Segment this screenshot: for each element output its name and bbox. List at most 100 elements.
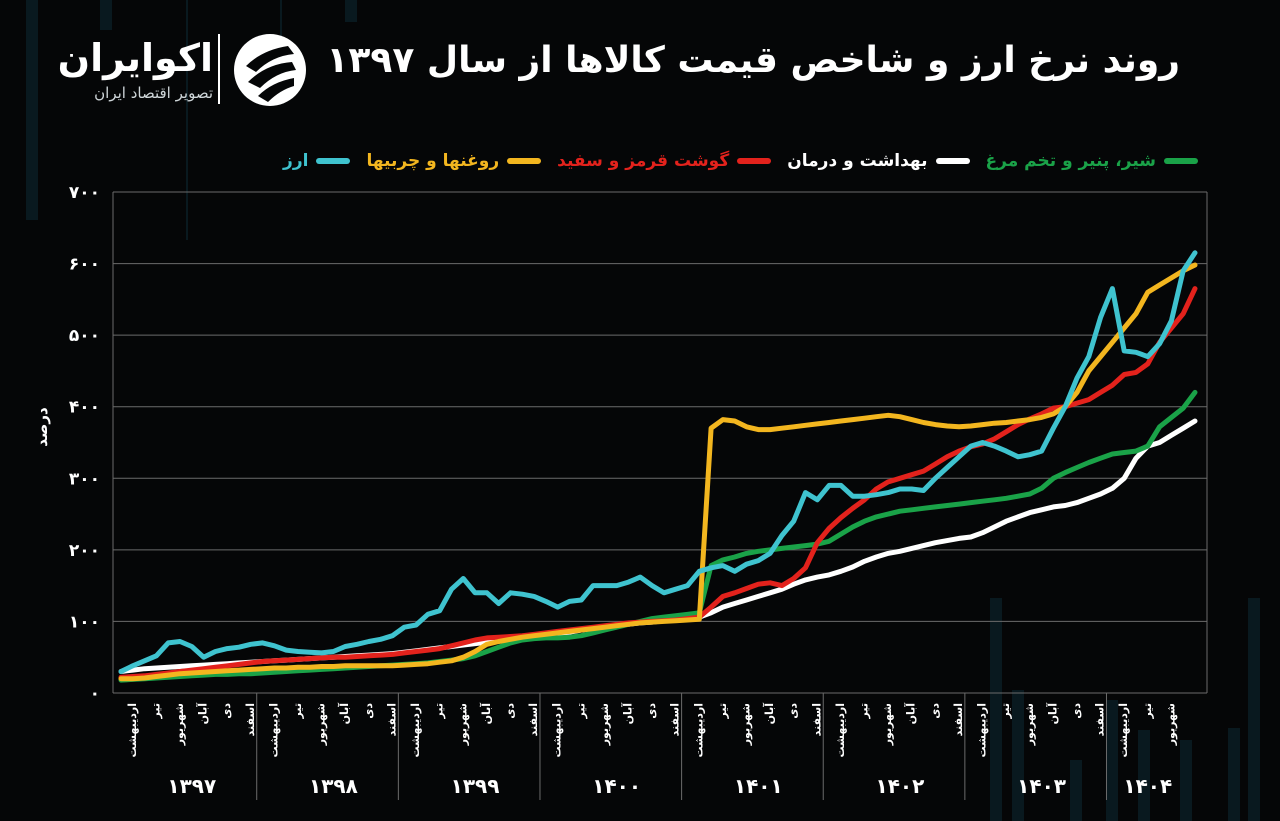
legend-label: روغنها و چربیها xyxy=(366,151,500,171)
chart-title: روند نرخ ارز و شاخص قیمت کالاها از سال ۱… xyxy=(326,40,1180,81)
bg-decor-bar xyxy=(26,0,38,220)
x-month-label: شهریور xyxy=(881,703,894,746)
x-month-label: تیر xyxy=(1141,703,1154,719)
legend-swatch xyxy=(507,158,542,164)
legend-swatch xyxy=(1164,158,1198,164)
x-month-label: شهریور xyxy=(456,703,469,746)
legend-label: گوشت قرمز و سفید xyxy=(557,151,730,171)
x-month-label: شهریور xyxy=(598,703,611,746)
x-month-label: اردیبهشت xyxy=(551,703,564,757)
x-month-label: دی xyxy=(362,703,375,719)
x-month-label: آبان xyxy=(620,703,634,725)
legend-item-roghan: روغنها و چربیها xyxy=(366,151,542,171)
x-month-label: اسفند xyxy=(244,703,257,736)
bg-decor-bar xyxy=(1248,598,1260,821)
x-month-label: تیر xyxy=(999,703,1012,719)
x-month-label: تیر xyxy=(858,703,871,719)
brand-tagline: تصویر اقتصاد ایران xyxy=(94,84,213,102)
x-year-label: ۱۳۹۸ xyxy=(309,774,358,798)
x-month-label: آبان xyxy=(337,703,351,725)
legend-swatch xyxy=(737,158,772,164)
bg-decor-bar xyxy=(1012,690,1024,821)
x-year-label: ۱۴۰۱ xyxy=(734,774,783,798)
x-month-label: آبان xyxy=(196,703,210,725)
x-month-label: اردیبهشت xyxy=(1117,703,1130,757)
legend-item-gosht: گوشت قرمز و سفید xyxy=(557,151,772,171)
y-tick-label: ۵۰۰ xyxy=(69,326,100,346)
x-month-label: شهریور xyxy=(1164,703,1177,746)
y-tick-label: ۱۰۰ xyxy=(69,612,100,632)
x-month-label: اسفند xyxy=(669,703,682,736)
x-month-label: آبان xyxy=(479,703,493,725)
x-year-label: ۱۴۰۲ xyxy=(876,774,925,798)
x-month-label: آبان xyxy=(904,703,918,725)
x-month-label: دی xyxy=(220,703,233,719)
x-month-label: اسفند xyxy=(1094,703,1107,736)
chart-legend: ارز روغنها و چربیها گوشت قرمز و سفید بهد… xyxy=(283,146,1198,176)
y-tick-label: ۴۰۰ xyxy=(69,398,100,418)
bg-decor-bar xyxy=(100,0,112,30)
ecoiran-logo-icon xyxy=(234,34,306,106)
x-year-label: ۱۴۰۴ xyxy=(1123,774,1172,798)
x-month-label: اسفند xyxy=(952,703,965,736)
legend-item-behdasht: بهداشت و درمان xyxy=(787,151,970,171)
series-line xyxy=(118,262,1198,682)
x-month-label: اردیبهشت xyxy=(126,703,139,757)
bg-decor-line xyxy=(186,0,188,240)
x-month-label: اردیبهشت xyxy=(692,703,705,757)
x-month-label: تیر xyxy=(716,703,729,719)
y-tick-label: ۷۰۰ xyxy=(69,183,100,203)
x-month-label: اسفند xyxy=(385,703,398,736)
y-tick-label: ۲۰۰ xyxy=(69,541,100,561)
y-tick-label: ۳۰۰ xyxy=(69,469,100,489)
bg-decor-bar xyxy=(1106,700,1118,821)
x-month-label: دی xyxy=(928,703,941,719)
legend-label: بهداشت و درمان xyxy=(787,151,928,171)
x-month-label: دی xyxy=(787,703,800,719)
x-month-label: اسفند xyxy=(527,703,540,736)
series-line xyxy=(118,286,1198,680)
x-month-label: اردیبهشت xyxy=(976,703,989,757)
brand-logo-block: اکوایران تصویر اقتصاد ایران xyxy=(48,30,318,110)
x-month-label: تیر xyxy=(149,703,162,719)
series-line xyxy=(118,418,1198,674)
x-month-label: تیر xyxy=(291,703,304,719)
brand-divider xyxy=(218,34,220,104)
x-month-label: شهریور xyxy=(173,703,186,746)
x-month-label: دی xyxy=(645,703,658,719)
bg-decor-bar xyxy=(1180,740,1192,821)
x-month-label: آبان xyxy=(762,703,776,725)
x-month-label: اسفند xyxy=(810,703,823,736)
bg-decor-bar xyxy=(1138,730,1150,821)
legend-swatch xyxy=(316,158,351,164)
x-month-label: شهریور xyxy=(1023,703,1036,746)
x-month-label: اردیبهشت xyxy=(834,703,847,757)
x-month-label: دی xyxy=(1070,703,1083,719)
legend-item-shir: شیر، پنیر و تخم مرغ xyxy=(986,151,1198,171)
legend-label: ارز xyxy=(283,151,309,171)
brand-name: اکوایران xyxy=(57,36,213,80)
x-year-label: ۱۳۹۹ xyxy=(451,774,500,798)
x-month-label: تیر xyxy=(574,703,587,719)
x-month-label: اردیبهشت xyxy=(267,703,280,757)
x-month-label: آبان xyxy=(1045,703,1059,725)
legend-label: شیر، پنیر و تخم مرغ xyxy=(985,151,1156,171)
x-month-label: تیر xyxy=(433,703,446,719)
x-month-label: شهریور xyxy=(740,703,753,746)
x-year-label: ۱۳۹۷ xyxy=(167,774,216,798)
y-tick-label: ۶۰۰ xyxy=(69,255,100,275)
x-month-label: اردیبهشت xyxy=(409,703,422,757)
y-tick-label: ۰ xyxy=(90,684,100,704)
x-year-label: ۱۴۰۰ xyxy=(592,774,641,798)
bg-decor-bar xyxy=(345,0,357,22)
series-line xyxy=(118,250,1198,674)
bg-decor-bar xyxy=(990,598,1002,821)
bg-decor-bar xyxy=(1070,760,1082,821)
series-line xyxy=(118,389,1198,683)
x-month-label: دی xyxy=(503,703,516,719)
legend-item-arz: ارز xyxy=(283,151,351,171)
bg-decor-bar xyxy=(1228,728,1240,821)
legend-swatch xyxy=(935,158,970,164)
